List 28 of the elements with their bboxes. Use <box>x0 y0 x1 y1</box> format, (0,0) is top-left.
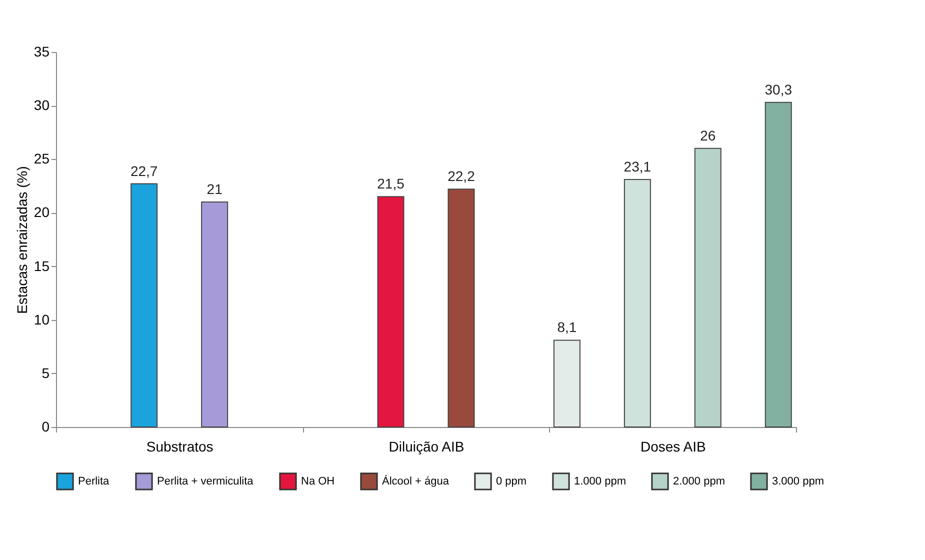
data-label: 21 <box>206 181 223 197</box>
data-label: 22,7 <box>130 162 158 179</box>
y-tick-label: 5 <box>42 364 50 381</box>
y-tick-label: 20 <box>34 204 50 220</box>
legend-label: 2.000 ppm <box>673 475 725 488</box>
x-tick-label: Doses AIB <box>640 438 706 454</box>
data-label: 26 <box>700 127 716 144</box>
y-tick-label: 25 <box>34 150 50 167</box>
legend-label: 1.000 ppm <box>574 475 626 488</box>
legend-label: Perlita <box>78 475 110 488</box>
y-tick-label: 10 <box>34 311 50 328</box>
data-label: 22,2 <box>448 168 476 184</box>
data-label: 30,3 <box>764 81 792 98</box>
y-axis-title: Estacas enraizadas (%) <box>14 166 30 314</box>
y-tick-label: 30 <box>34 97 50 114</box>
x-tick-label: Substratos <box>146 438 214 454</box>
y-tick-label: 0 <box>42 418 50 434</box>
legend-label: 0 ppm <box>496 475 527 488</box>
data-label: 8,1 <box>557 319 577 336</box>
legend-label: Na OH <box>301 475 335 488</box>
data-label: 21,5 <box>377 176 405 192</box>
legend-label: 3.000 ppm <box>772 475 824 488</box>
legend-label: Perlita + vermiculita <box>157 475 254 488</box>
data-label: 23,1 <box>624 158 652 174</box>
legend-label: Álcool + água <box>382 474 450 488</box>
y-tick-label: 15 <box>34 258 50 274</box>
y-tick-label: 35 <box>34 44 50 60</box>
x-tick-label: Diluição AIB <box>388 438 464 454</box>
